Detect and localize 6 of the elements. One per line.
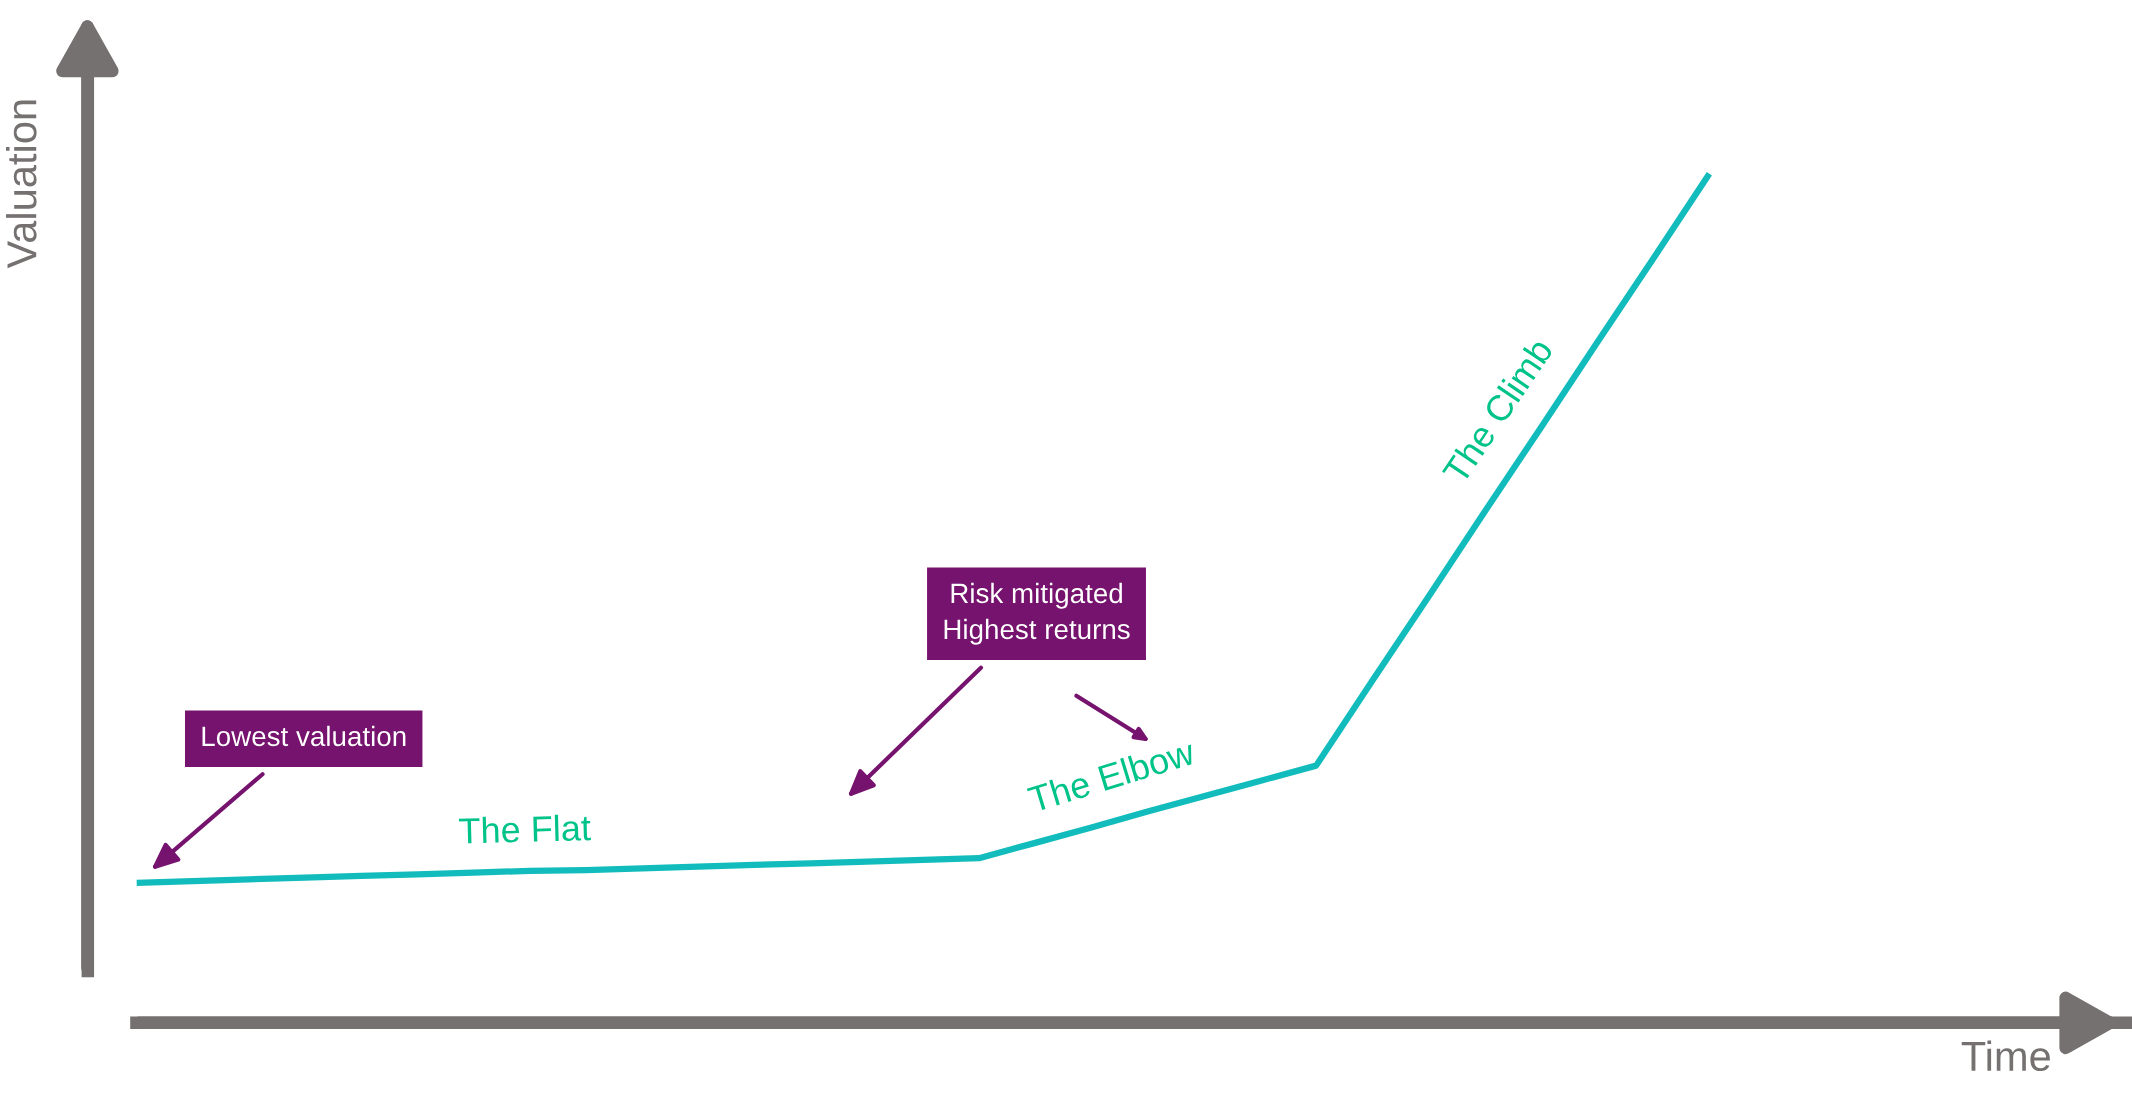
y-axis-title: Valuation [6, 100, 37, 269]
annotation: The Flat [458, 813, 591, 844]
text: Time [1961, 1040, 2050, 1072]
annotation: Lowest valuation [202, 725, 406, 747]
annotation: Risk mitigated Highest returns [944, 582, 1130, 645]
annotation: The Elbow [1026, 737, 1197, 813]
